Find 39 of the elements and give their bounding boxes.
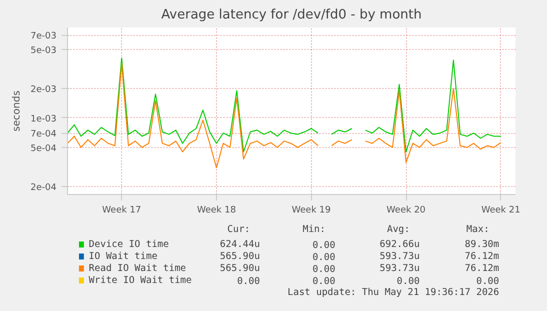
- text: 0.00: [312, 264, 336, 275]
- x-tick-label: Week 17: [102, 206, 142, 216]
- y-tick-label: 5e-04: [30, 144, 57, 154]
- legend-label: IO Wait time: [88, 251, 158, 262]
- chart-title: Average latency for /dev/fd0 - by month: [161, 8, 422, 22]
- text: Max:: [466, 224, 490, 235]
- text: 624.44u: [220, 239, 260, 250]
- text: Last update: Thu May 21 19:36:17 2026: [288, 287, 500, 298]
- text: 76.12m: [464, 263, 500, 274]
- legend-label: Read IO Wait time: [88, 263, 186, 274]
- text: 0.00: [237, 276, 260, 287]
- x-tick-label: Week 21: [481, 206, 520, 216]
- text: 593.73u: [380, 263, 420, 274]
- y-tick-label: 7e-04: [30, 130, 57, 140]
- text: 76.12m: [464, 251, 500, 262]
- text: 0.00: [312, 240, 336, 251]
- x-tick-label: Week 18: [196, 206, 236, 216]
- y-tick-label: 1e-03: [30, 114, 57, 124]
- legend-label: Write IO Wait time: [88, 275, 192, 286]
- y-axis-title: seconds: [12, 90, 23, 132]
- text: 565.90u: [220, 251, 260, 262]
- text: Cur:: [227, 224, 250, 235]
- text: Min:: [302, 224, 326, 235]
- y-tick-label: 7e-03: [30, 32, 57, 42]
- y-tick-label: 5e-03: [30, 46, 57, 56]
- text: 89.30m: [464, 239, 500, 250]
- x-tick-label: Week 19: [292, 206, 332, 216]
- text: 565.90u: [220, 263, 260, 274]
- text: 0.00: [312, 252, 336, 263]
- text: 593.73u: [380, 251, 420, 262]
- text: 0.00: [476, 276, 500, 287]
- text: 0.00: [396, 276, 420, 287]
- y-tick-label: 2e-03: [30, 84, 57, 95]
- legend-label: Device IO time: [88, 239, 170, 250]
- text: Avg:: [386, 224, 410, 235]
- text: 0.00: [312, 276, 336, 287]
- x-tick-label: Week 20: [386, 206, 426, 216]
- y-tick-label: 2e-04: [30, 182, 57, 193]
- text: 692.66u: [380, 239, 420, 250]
